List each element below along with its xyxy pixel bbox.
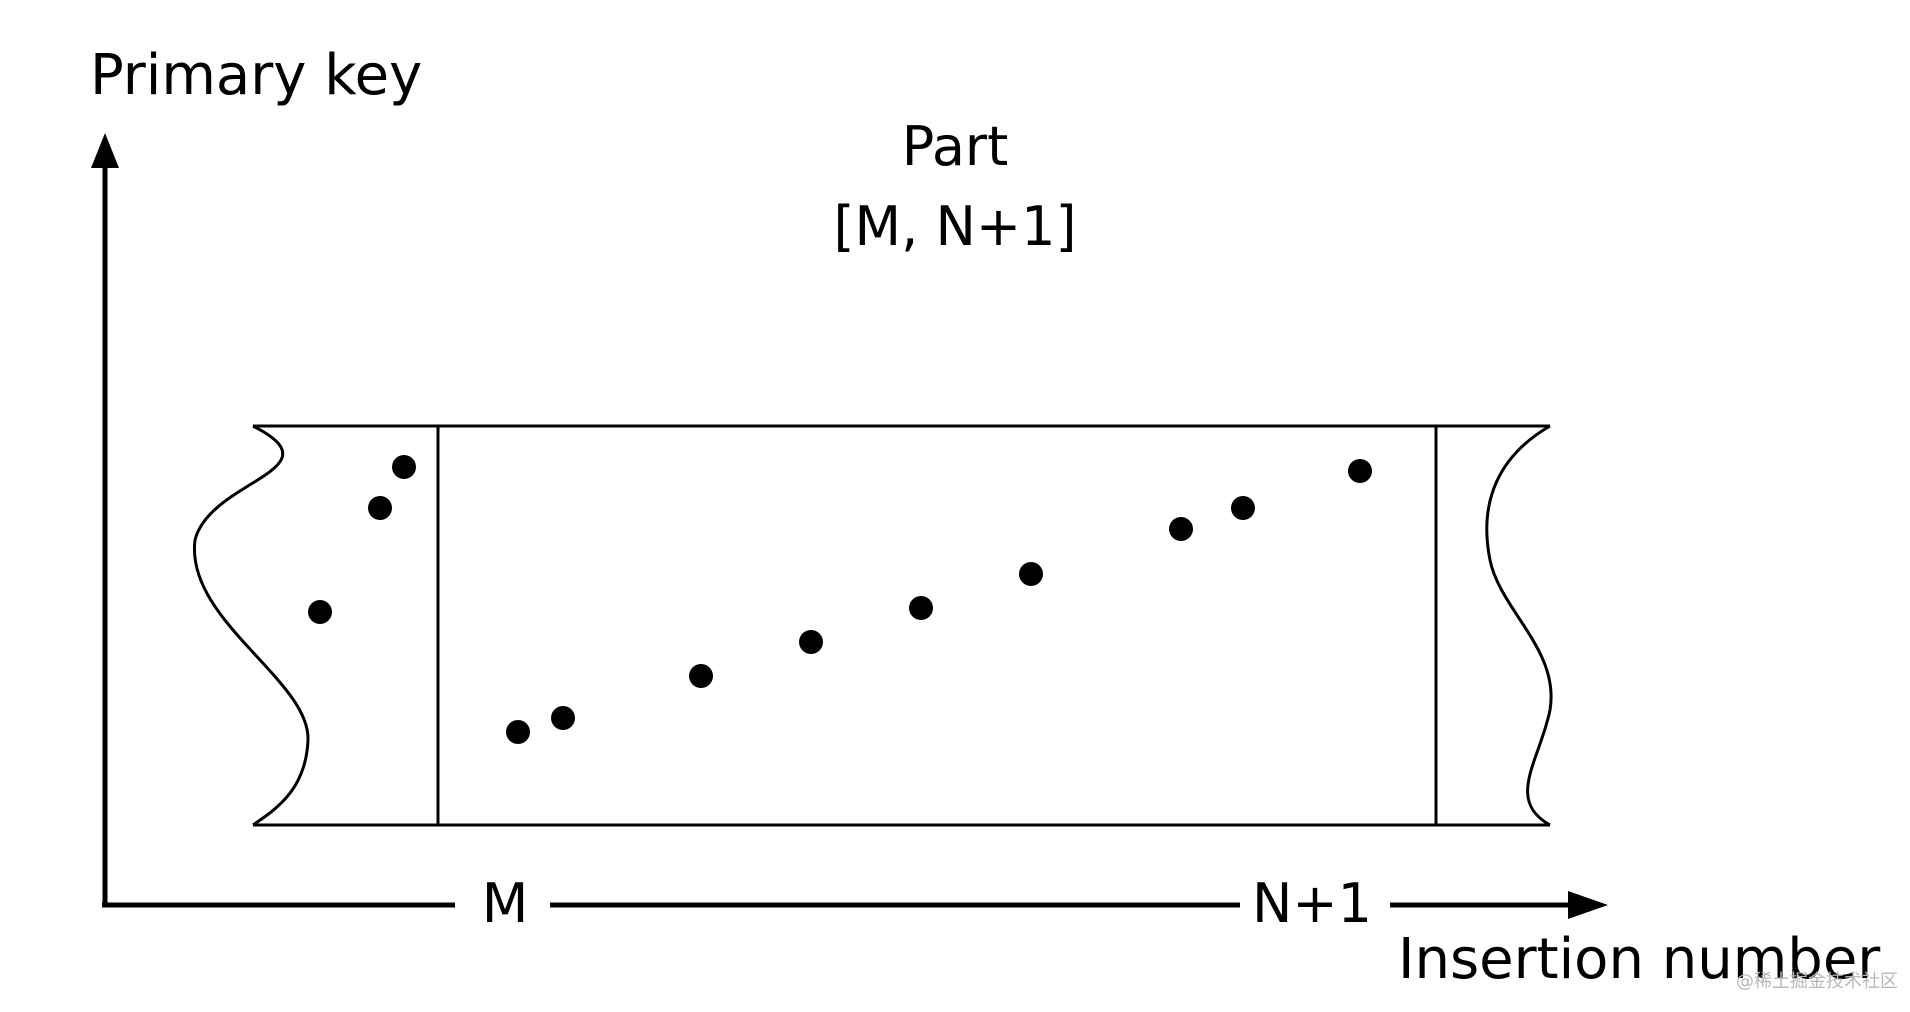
right-torn-edge — [1485, 424, 1553, 827]
part-points — [506, 459, 1372, 744]
left-fragment-points — [308, 455, 416, 624]
x-tick-label-n-plus-1: N+1 — [1252, 872, 1372, 935]
x-tick-label-m: M — [482, 872, 529, 935]
x-axis-label: Insertion number — [1398, 927, 1881, 992]
data-point — [1348, 459, 1372, 483]
data-point — [368, 496, 392, 520]
data-point — [392, 455, 416, 479]
data-point — [1019, 562, 1043, 586]
data-strip — [193, 424, 1553, 827]
data-point — [909, 596, 933, 620]
x-axis: M N+1 Insertion number — [102, 872, 1881, 992]
watermark-text: @稀土掘金技术社区 — [1736, 971, 1898, 992]
data-point — [689, 664, 713, 688]
part-box — [436, 424, 1438, 827]
data-point — [506, 720, 530, 744]
left-torn-edge — [193, 424, 310, 827]
y-axis-label: Primary key — [90, 43, 422, 108]
y-axis: Primary key — [90, 43, 422, 905]
data-point — [799, 630, 823, 654]
part-range-label: [M, N+1] — [833, 195, 1076, 258]
part-title: Part [M, N+1] — [833, 115, 1076, 258]
y-axis-arrowhead — [91, 133, 119, 168]
x-axis-arrowhead — [1568, 891, 1608, 919]
data-point — [551, 706, 575, 730]
data-point — [1169, 517, 1193, 541]
part-title-label: Part — [902, 115, 1009, 178]
data-point — [308, 600, 332, 624]
data-point — [1231, 496, 1255, 520]
